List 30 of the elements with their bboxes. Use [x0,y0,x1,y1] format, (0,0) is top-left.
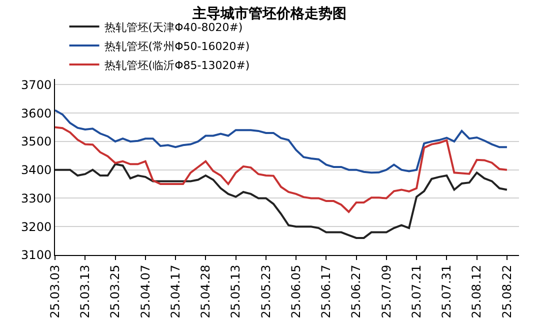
chart-title: 主导城市管坯价格走势图 [192,5,346,22]
x-tick-label: 25.05.13 [228,264,243,318]
y-tick-label: 3500 [21,134,52,149]
legend-label: 热轧管坯(常州Φ50-16020#) [104,40,250,53]
x-tick-label: 25.06.17 [319,264,334,318]
y-tick-label: 3400 [21,163,52,178]
y-tick-label: 3600 [21,106,52,120]
x-tick-label: 25.04.17 [168,264,182,318]
line-series [55,109,508,174]
y-tick-label: 3100 [21,248,52,262]
legend-label: 热轧管坯(天津Φ40-8020#) [104,20,243,34]
x-tick-label: 25.03.03 [48,264,62,318]
x-tick-label: 25.03.13 [78,264,92,318]
y-tick-label: 3300 [21,191,52,206]
x-tick-label: 25.07.09 [379,264,394,318]
x-tick-label: 25.04.28 [198,264,213,318]
x-tick-label: 25.07.31 [440,264,454,318]
line-series [55,126,508,213]
x-tick-label: 25.07.21 [409,264,424,318]
x-tick-label: 25.03.25 [108,264,122,318]
legend-label: 热轧管坯(临沂Φ85-13020#) [104,58,250,72]
x-tick-label: 25.06.27 [349,264,364,318]
y-tick-label: 3200 [21,220,52,234]
x-tick-label: 25.04.07 [138,264,152,318]
x-tick-label: 25.06.05 [288,264,303,318]
x-tick-label: 25.08.22 [500,264,514,318]
x-tick-label: 25.08.12 [470,264,484,318]
line-series [55,163,508,239]
x-tick-label: 25.05.23 [258,264,273,318]
y-tick-label: 3700 [21,78,52,92]
